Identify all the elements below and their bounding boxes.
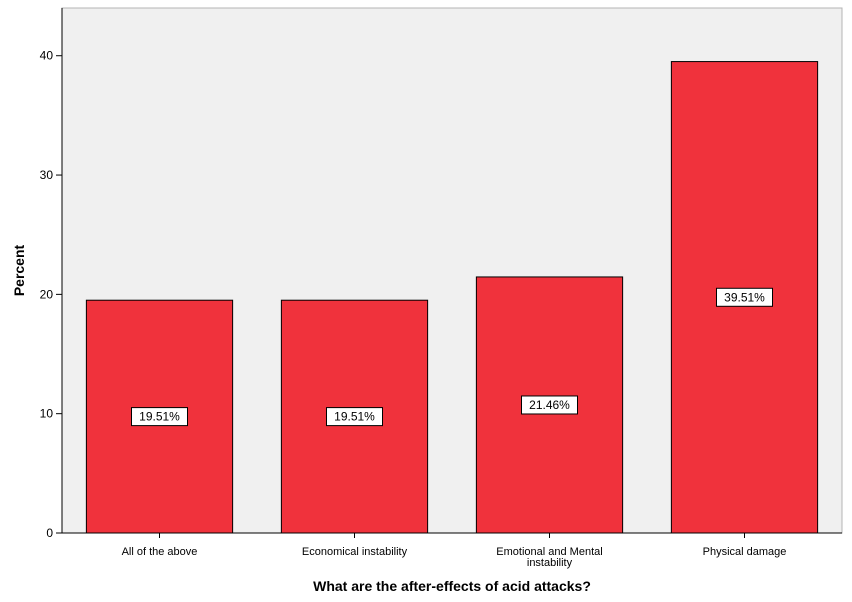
y-axis-ticks: 0 10 20 30 40	[40, 49, 62, 540]
x-tick-label: Economical instability	[302, 546, 408, 558]
x-tick-label: Emotional and Mental	[496, 546, 602, 558]
data-label: 19.51%	[334, 410, 375, 424]
data-label-box	[716, 287, 773, 307]
y-tick-label: 10	[40, 407, 54, 421]
y-axis-title: Percent	[11, 244, 27, 296]
y-tick-label: 20	[40, 287, 54, 301]
data-label: 39.51%	[724, 290, 765, 304]
data-label-box	[521, 395, 578, 415]
x-axis-title: What are the after-effects of acid attac…	[313, 578, 591, 594]
data-label: 19.51%	[139, 410, 180, 424]
y-tick-label: 30	[40, 168, 54, 182]
y-tick-label: 40	[40, 49, 54, 63]
data-label-box	[326, 407, 383, 427]
data-label: 21.46%	[529, 398, 570, 412]
y-tick-label: 0	[46, 526, 53, 540]
x-tick-label: Physical damage	[703, 546, 787, 558]
x-tick-label: All of the above	[122, 546, 198, 558]
x-axis-ticks: All of the above Economical instability Em…	[122, 533, 787, 569]
data-label-box	[131, 407, 188, 427]
x-tick-label: instability	[527, 557, 573, 569]
data-labels-group: 19.51% 19.51% 21.46% 39.51%	[131, 287, 773, 427]
